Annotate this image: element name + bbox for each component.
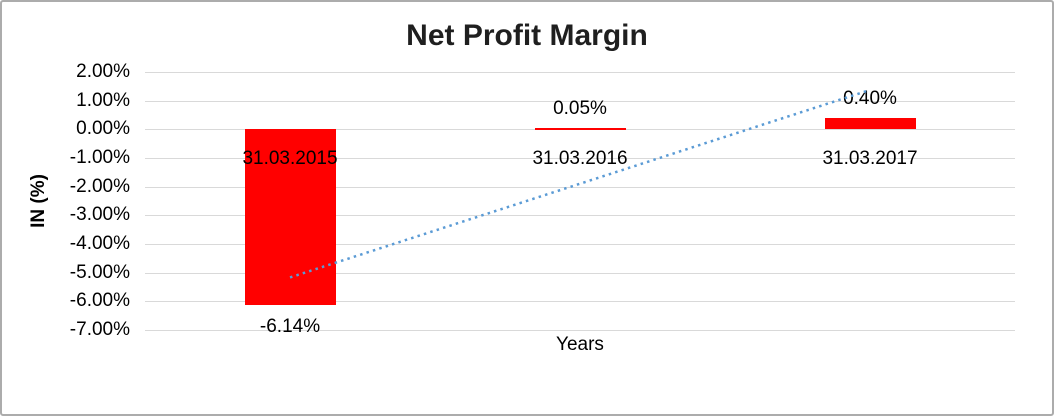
- category-label: 31.03.2016: [532, 148, 628, 169]
- y-tick-label: -6.00%: [69, 290, 130, 312]
- y-tick-label: -1.00%: [69, 147, 130, 168]
- y-tick-label: -7.00%: [69, 319, 130, 340]
- y-tick-label: -5.00%: [69, 261, 130, 283]
- category-label: 31.03.2017: [822, 148, 918, 169]
- gridline: [145, 71, 1015, 73]
- y-tick-label: 0.00%: [76, 118, 130, 140]
- gridline: [145, 329, 1015, 331]
- y-tick-label: 1.00%: [76, 89, 130, 111]
- bar: [824, 117, 916, 130]
- data-label: 0.05%: [553, 97, 607, 119]
- category-label: 31.03.2015: [242, 148, 338, 169]
- y-tick-label: -2.00%: [69, 175, 130, 197]
- x-axis-title: Years: [556, 334, 604, 355]
- y-tick-label: -4.00%: [69, 233, 130, 254]
- chart-title: Net Profit Margin: [406, 19, 648, 52]
- y-tick-label: 2.00%: [76, 61, 130, 82]
- data-label: 0.40%: [843, 87, 897, 109]
- bar: [534, 127, 626, 130]
- y-tick-label: -3.00%: [69, 204, 130, 226]
- data-label: -6.14%: [259, 316, 321, 338]
- gridline: [145, 300, 1015, 302]
